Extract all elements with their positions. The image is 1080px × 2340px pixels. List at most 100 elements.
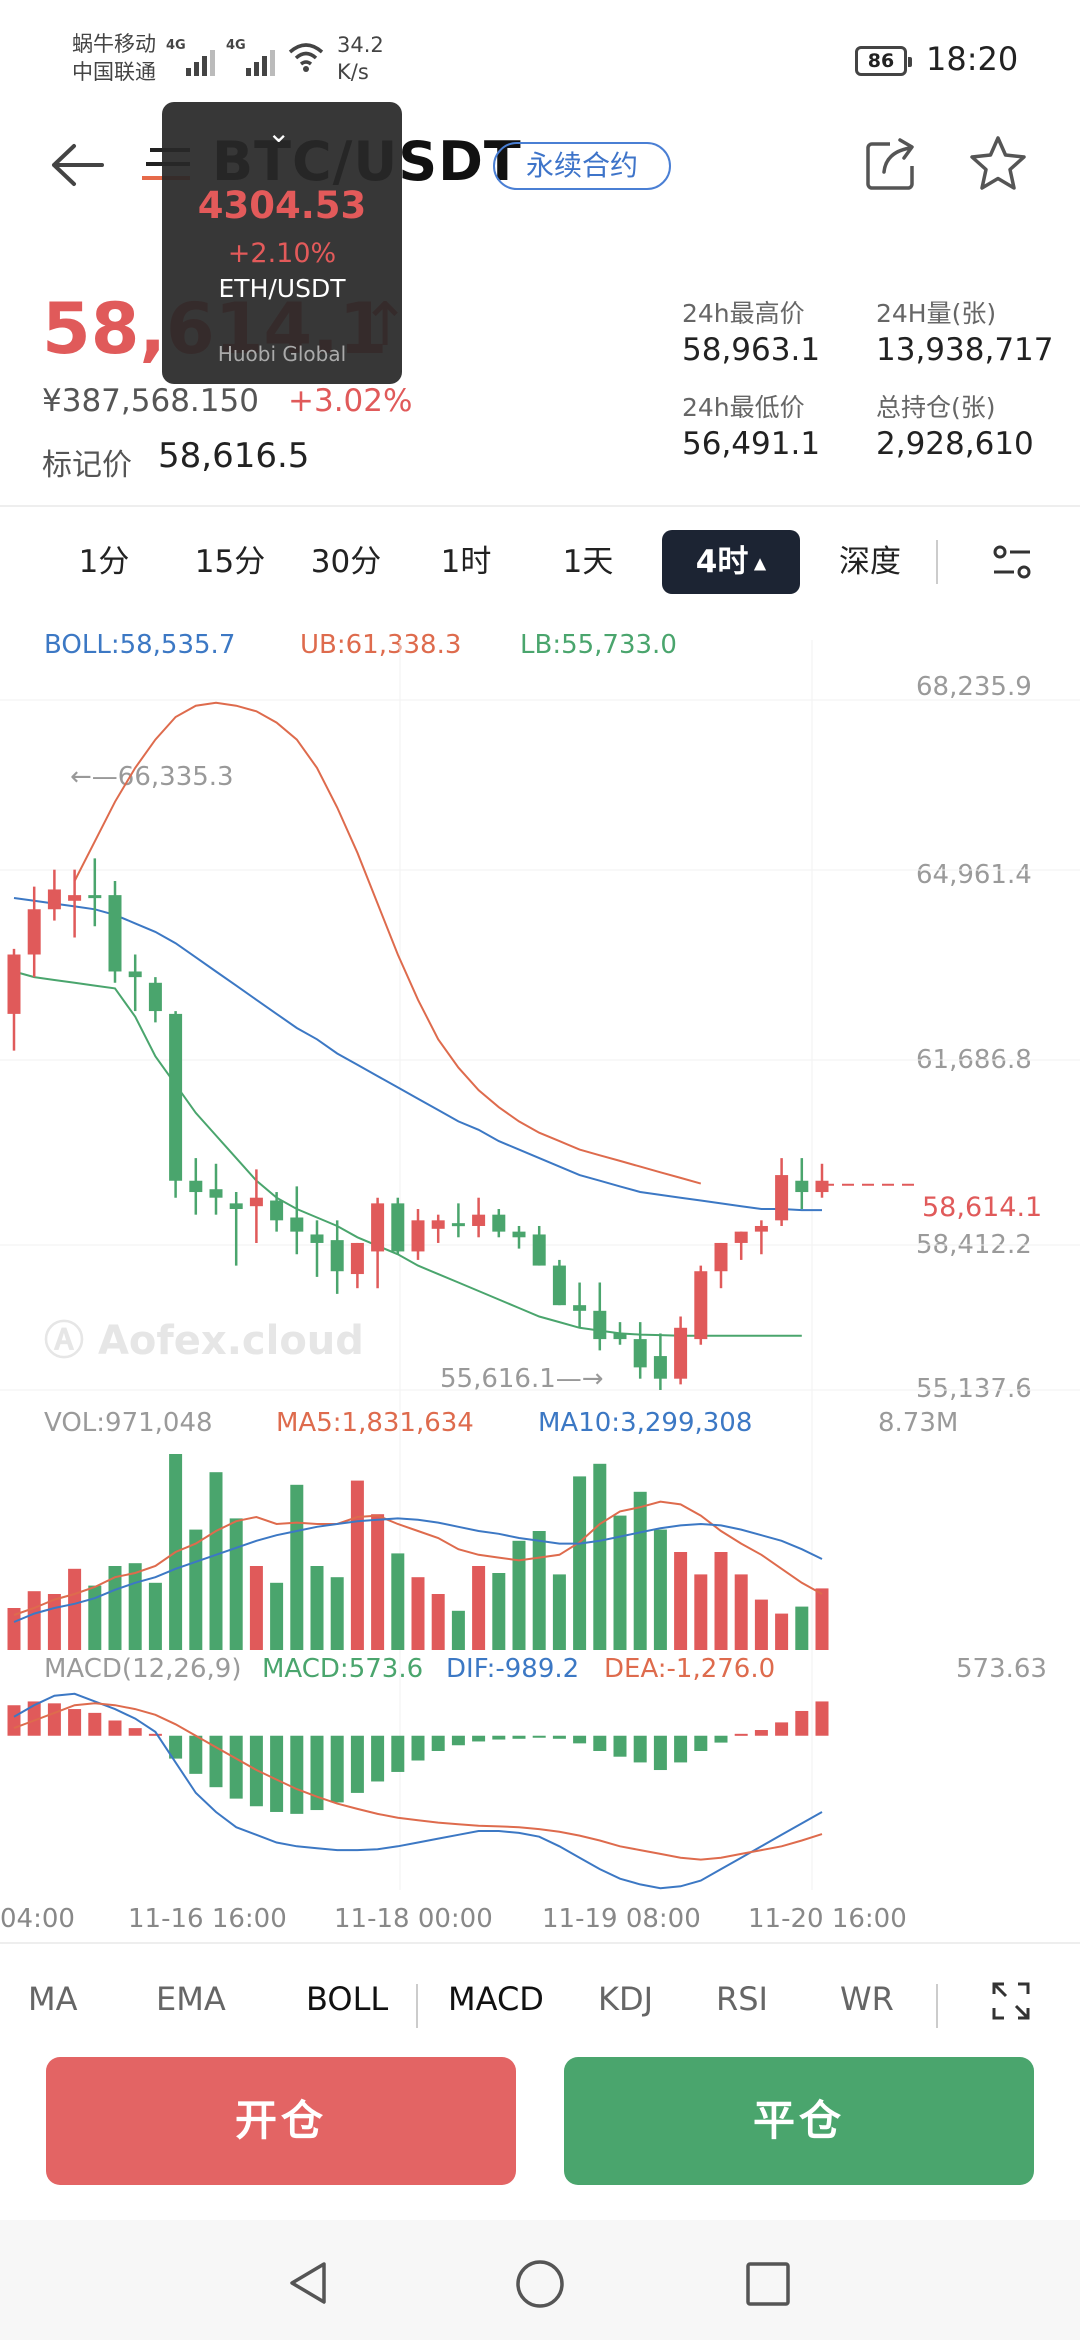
macd-histogram-bar: [694, 1735, 708, 1751]
signal-2-icon: [246, 40, 275, 76]
macd-histogram-bar: [795, 1710, 809, 1736]
macd-axis-label: 573.63: [956, 1654, 1047, 1684]
candle-body: [472, 1214, 486, 1226]
tab-4h[interactable]: 4时 ▲: [662, 530, 800, 594]
high-value: 58,963.1: [682, 332, 821, 368]
watermark: Ⓐ Aofex.cloud: [44, 1308, 364, 1366]
indicator-tab-boll[interactable]: BOLL: [306, 1980, 389, 2018]
macd-histogram-bar: [431, 1735, 445, 1751]
chart-settings-icon[interactable]: [990, 540, 1036, 584]
volume-bar: [451, 1610, 465, 1650]
volume-bar: [795, 1606, 809, 1650]
volume-bar: [552, 1574, 566, 1650]
open-position-button[interactable]: 开仓: [46, 2057, 516, 2185]
tab-1m[interactable]: 1分: [78, 544, 130, 580]
price-axis-label: 55,137.6: [916, 1374, 1032, 1404]
volume-bar: [613, 1515, 627, 1650]
volume-bar: [27, 1591, 41, 1650]
candle-body: [754, 1225, 768, 1232]
candle-body: [714, 1242, 728, 1272]
system-nav-bar: [0, 2220, 1080, 2340]
volume-bar: [573, 1476, 587, 1650]
macd-dif-line: [13, 1692, 823, 1890]
tab-1d[interactable]: 1天: [562, 544, 614, 580]
floating-ticker-popup[interactable]: ⌄ 4304.53 +2.10% ETH/USDT Huobi Global: [162, 102, 402, 384]
watermark-logo-icon: Ⓐ: [44, 1318, 84, 1364]
network-type-2: 4G: [226, 38, 246, 53]
nav-home-icon[interactable]: [514, 2258, 566, 2310]
boll-lower-line: [13, 970, 802, 1337]
nav-back-icon[interactable]: [284, 2258, 334, 2308]
macd-histogram-bar: [815, 1701, 829, 1736]
candle-body: [552, 1265, 566, 1306]
time-axis-label: 11-19 08:00: [542, 1904, 701, 1934]
star-icon[interactable]: [966, 132, 1030, 196]
contract-type-tag: 永续合约: [493, 142, 671, 190]
divider: [0, 1942, 1080, 1944]
nav-recents-icon[interactable]: [744, 2260, 792, 2308]
volume-bar: [68, 1568, 82, 1650]
volume-bar: [330, 1577, 344, 1650]
candle-body: [350, 1242, 364, 1275]
tab-separator: [936, 1984, 938, 2028]
volume-bar: [411, 1577, 425, 1650]
volume-bar: [108, 1566, 122, 1650]
low-value: 56,491.1: [682, 426, 821, 462]
back-arrow-icon[interactable]: [46, 140, 106, 190]
share-icon[interactable]: [862, 134, 922, 194]
indicator-tab-kdj[interactable]: KDJ: [598, 1980, 654, 2018]
macd-histogram-bar: [552, 1735, 566, 1739]
mark-price: 58,616.5: [158, 436, 310, 476]
boll-upper-line: [73, 701, 702, 1185]
battery-icon: 86: [855, 46, 912, 76]
indicator-tab-rsi[interactable]: RSI: [716, 1980, 768, 2018]
macd-histogram-bar: [633, 1735, 647, 1763]
candle-body: [613, 1333, 627, 1340]
dea-value: DEA:-1,276.0: [604, 1654, 776, 1684]
network-speed: 34.2 K/s: [337, 32, 384, 86]
volume-bar: [249, 1566, 263, 1650]
status-bar: 蜗牛移动 中国联通 4G 4G 34.2 K/s 86 18:20: [0, 0, 1080, 100]
macd-histogram-bar: [754, 1730, 768, 1736]
vol-value: VOL:971,048: [44, 1408, 213, 1438]
volume-bar: [209, 1472, 223, 1650]
volume-bar: [714, 1552, 728, 1650]
high-label: 24h最高价: [682, 299, 805, 328]
open-interest-label: 总持仓(张): [876, 393, 996, 422]
indicator-tab-ema[interactable]: EMA: [156, 1980, 226, 2018]
candle-body: [27, 909, 41, 955]
popup-change: +2.10%: [227, 238, 337, 269]
tab-15m[interactable]: 15分: [194, 544, 266, 580]
candle-body: [290, 1217, 304, 1232]
candle-body: [68, 895, 82, 901]
volume-bar: [815, 1588, 829, 1650]
macd-histogram-bar: [734, 1733, 748, 1736]
volume-bar: [734, 1574, 748, 1650]
dif-value: DIF:-989.2: [446, 1654, 580, 1684]
boll-ub-value: UB:61,338.3: [300, 630, 462, 660]
volume-bar: [391, 1553, 405, 1650]
macd-histogram-bar: [451, 1735, 465, 1746]
chevron-down-icon[interactable]: ⌄: [267, 116, 291, 149]
tab-depth[interactable]: 深度: [839, 544, 901, 580]
time-axis-label: 04:00: [0, 1904, 75, 1934]
candle-body: [189, 1180, 203, 1193]
indicator-tab-macd[interactable]: MACD: [448, 1980, 544, 2018]
macd-histogram-bar: [270, 1735, 284, 1812]
indicator-tab-ma[interactable]: MA: [28, 1980, 78, 2018]
macd-dea-line: [13, 1702, 823, 1861]
macd-histogram-bar: [310, 1735, 324, 1811]
candle-body: [775, 1175, 789, 1221]
candle-body: [330, 1240, 344, 1272]
macd-histogram-bar: [330, 1735, 344, 1803]
volume-bar: [674, 1552, 688, 1650]
low-annotation-value: 55,616.1: [440, 1364, 556, 1394]
indicator-tab-wr[interactable]: WR: [840, 1980, 894, 2018]
tab-30m[interactable]: 30分: [310, 544, 382, 580]
candle-body: [88, 895, 102, 899]
macd-histogram-bar: [209, 1735, 223, 1788]
close-position-button[interactable]: 平仓: [564, 2057, 1034, 2185]
fullscreen-icon[interactable]: [990, 1980, 1032, 2022]
tab-1h[interactable]: 1时: [440, 544, 492, 580]
